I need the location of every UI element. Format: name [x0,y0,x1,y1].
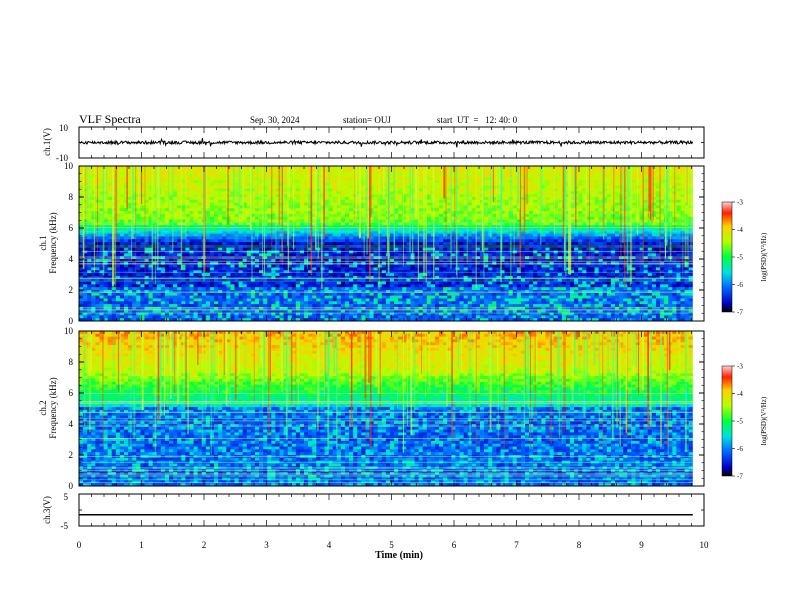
time-tick-label: 5 [389,540,394,550]
colorbar-tick-label: -6 [737,445,743,453]
time-tick-label: 7 [514,540,519,550]
start-time-label: start UT = 12: 40: 0 [437,115,518,125]
freq-tick-label: 4 [69,419,74,429]
time-tick-label: 0 [77,540,82,550]
time-axis: 0 1 2 3 4 5 6 7 8 9 10 [77,126,710,550]
time-tick-label: 8 [577,540,582,550]
ch1-colorbar [721,201,733,313]
station-label: station= OUJ [343,115,391,125]
freq-tick-label: 10 [64,161,74,171]
time-tick-label: 1 [139,540,144,550]
colorbar-tick-label: -5 [737,254,743,262]
ch1-ytick-bottom: -10 [56,153,68,163]
ch3-ytick-top: 5 [64,492,69,502]
time-tick-label: 9 [639,540,644,550]
time-tick-label: 6 [452,540,457,550]
colorbar-tick-label: -7 [737,309,743,317]
colorbar-tick-label: -3 [737,199,743,207]
colorbar-tick-label: -7 [737,473,743,481]
freq-tick-label: 6 [69,388,74,398]
time-tick-label: 2 [202,540,207,550]
ch3-ylabel: ch.3(V) [42,496,52,524]
freq-tick-label: 4 [69,254,74,264]
ch2-colorbar [721,365,733,477]
colorbar-tick-label: -5 [737,418,743,426]
ch1-colorbar-label: log(PSD)(V²/Hz) [760,232,768,281]
colorbar-tick-label: -4 [737,390,743,398]
freq-tick-label: 6 [69,223,74,233]
figure-title: VLF Spectra [79,112,141,126]
freq-tick-label: 0 [69,481,74,491]
ch2-ylabel-channel: ch.2 [38,400,48,415]
time-tick-label: 3 [264,540,269,550]
ch1-waveform-trace [78,137,694,148]
x-axis-label: Time (min) [375,550,423,561]
ch2-colorbar-label: log(PSD)(V²/Hz) [760,396,768,445]
colorbar-tick-label: -6 [737,281,743,289]
time-tick-label: 10 [700,540,710,550]
date-label: Sep. 30, 2024 [250,115,300,125]
freq-tick-label: 8 [69,192,74,202]
freq-tick-label: 10 [64,326,74,336]
colorbar-tick-label: -4 [737,226,743,234]
ch1-ylabel: ch.1(V) [42,128,52,156]
freq-tick-label: 2 [69,450,74,460]
freq-tick-label: 2 [69,285,74,295]
ch3-ytick-bottom: -5 [61,521,69,531]
freq-tick-label: 8 [69,357,74,367]
ch1-ytick-top: 10 [59,123,69,133]
ch1-ylabel-frequency: Frequency (kHz) [48,212,58,273]
colorbar-tick-label: -3 [737,363,743,371]
ch1-ylabel-channel: ch.1 [38,235,48,250]
freq-tick-label: 0 [69,316,74,326]
ch2-ylabel-frequency: Frequency (kHz) [48,377,58,438]
time-tick-label: 4 [327,540,332,550]
